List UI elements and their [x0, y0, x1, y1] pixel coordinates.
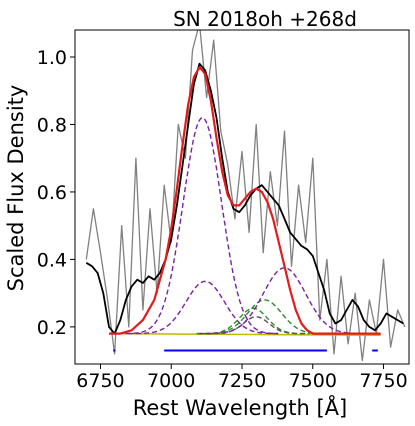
plot-area: 6750 7000 7250 7500 7750 0.2 0.4 0.6 0.8 1.0	[37, 29, 410, 392]
fit-component-2	[128, 280, 282, 335]
fit-component-5	[205, 316, 308, 335]
x-tick-label: 7750	[359, 370, 407, 392]
plot-frame	[74, 29, 410, 365]
series-total-fit	[109, 65, 381, 335]
y-tick-label: 0.4	[37, 249, 67, 271]
x-tick-label: 7500	[289, 370, 337, 392]
y-tick-label: 0.2	[37, 317, 67, 339]
y-tick-label: 1.0	[37, 47, 67, 69]
x-tick-label: 6750	[76, 370, 124, 392]
x-tick-label: 7250	[218, 370, 266, 392]
fit-component-3	[196, 307, 310, 335]
y-axis-label: Scaled Flux Density	[4, 85, 28, 292]
y-tick-label: 0.6	[37, 182, 67, 204]
series-raw-spectrum	[85, 30, 406, 362]
plot-clipped-group	[85, 30, 406, 362]
x-axis-label: Rest Wavelength [Å]	[133, 394, 347, 420]
y-tick-label: 0.8	[37, 114, 67, 136]
x-tick-label: 7000	[147, 370, 195, 392]
fit-component-1	[125, 117, 279, 335]
series-smoothed-spectrum	[85, 62, 404, 335]
chart-title: SN 2018oh +268d	[173, 7, 357, 31]
series-continuum	[108, 332, 381, 337]
